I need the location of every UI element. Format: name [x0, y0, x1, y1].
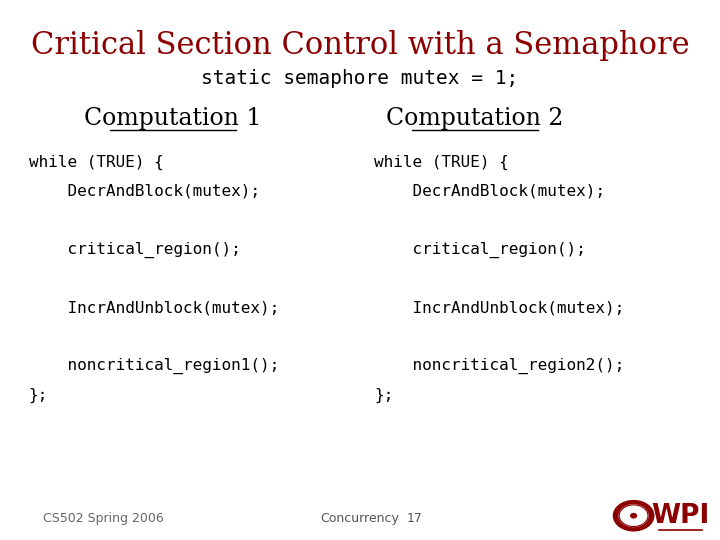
- Text: static semaphore mutex = 1;: static semaphore mutex = 1;: [202, 69, 518, 88]
- Text: IncrAndUnblock(mutex);: IncrAndUnblock(mutex);: [29, 300, 279, 315]
- Text: CS502 Spring 2006: CS502 Spring 2006: [43, 512, 164, 525]
- Circle shape: [619, 505, 648, 526]
- Text: Computation 1: Computation 1: [84, 106, 261, 130]
- Text: Concurrency: Concurrency: [320, 512, 400, 525]
- Circle shape: [613, 501, 654, 531]
- Text: };: };: [374, 388, 394, 403]
- Text: noncritical_region2();: noncritical_region2();: [374, 358, 625, 374]
- Text: critical_region();: critical_region();: [29, 241, 240, 258]
- Text: DecrAndBlock(mutex);: DecrAndBlock(mutex);: [29, 184, 260, 199]
- Text: WPI: WPI: [652, 503, 709, 529]
- Text: noncritical_region1();: noncritical_region1();: [29, 358, 279, 374]
- Text: };: };: [29, 388, 48, 403]
- Text: Critical Section Control with a Semaphore: Critical Section Control with a Semaphor…: [31, 30, 689, 62]
- Text: while (TRUE) {: while (TRUE) {: [374, 154, 509, 170]
- Text: IncrAndUnblock(mutex);: IncrAndUnblock(mutex);: [374, 300, 625, 315]
- Text: critical_region();: critical_region();: [374, 241, 586, 258]
- Text: DecrAndBlock(mutex);: DecrAndBlock(mutex);: [374, 184, 606, 199]
- Text: while (TRUE) {: while (TRUE) {: [29, 154, 163, 170]
- Circle shape: [631, 514, 636, 518]
- Text: Computation 2: Computation 2: [387, 106, 564, 130]
- Text: 17: 17: [407, 512, 423, 525]
